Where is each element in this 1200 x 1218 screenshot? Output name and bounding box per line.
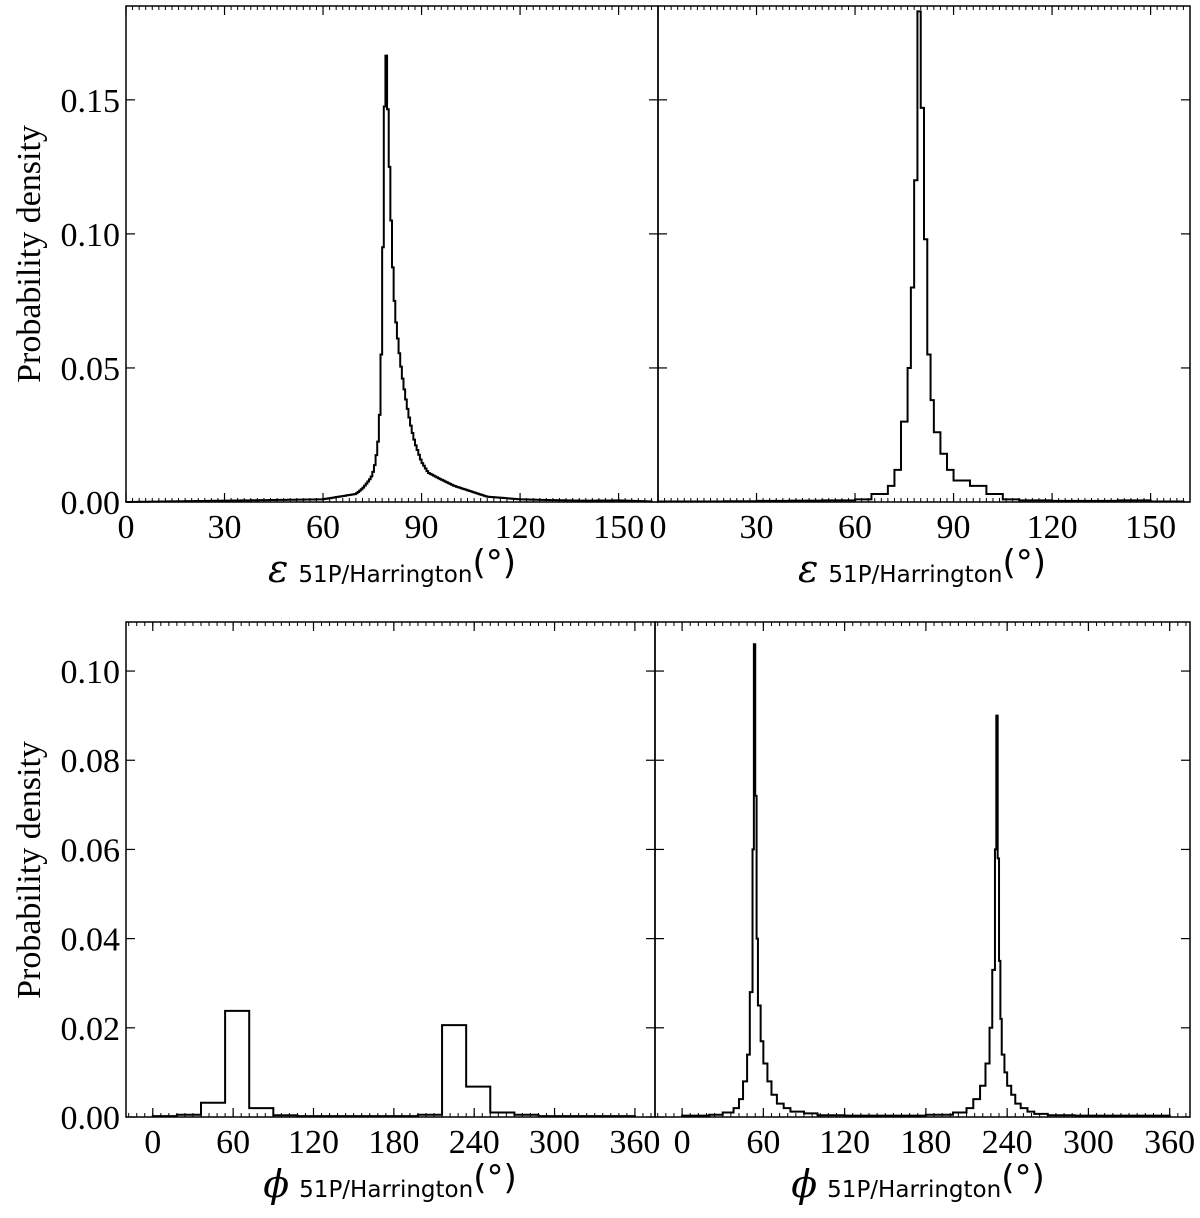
x-tick-label: 60 <box>746 1124 780 1161</box>
x-axis-label: ϕ 51P/Harrington(°) <box>263 1158 516 1206</box>
x-tick-label: 300 <box>529 1124 580 1161</box>
panel-bottom-left: 0 60 120 180 240 300 360 0.00 0.02 0.04 0.06 0.08 0.… <box>11 621 660 1206</box>
y-tick-label: 0.05 <box>61 351 121 388</box>
x-tick-label: 120 <box>1027 509 1078 546</box>
x-tick-label: 180 <box>368 1124 419 1161</box>
x-axis-symbol: ε <box>798 547 818 591</box>
x-axis-symbol: ϕ <box>791 1162 817 1206</box>
x-tick-label: 120 <box>819 1124 870 1161</box>
x-tick-label: 360 <box>1144 1124 1195 1161</box>
y-tick-label: 0.04 <box>61 922 121 959</box>
histogram-outline <box>681 643 1171 1117</box>
panel-top-left: 0 30 60 90 120 150 0.00 0.05 0.10 0.15 Probability… <box>11 5 659 591</box>
y-tick-label: 0.06 <box>61 832 121 869</box>
x-axis-symbol: ε <box>268 547 288 591</box>
x-tick-label: 150 <box>1125 509 1176 546</box>
axes-frame <box>657 5 1191 503</box>
y-tick-label: 0.10 <box>61 654 121 691</box>
x-axis-unit: (°) <box>473 1158 517 1198</box>
y-tick-label: 0.02 <box>61 1011 121 1048</box>
x-axis-label: ε 51P/Harrington(°) <box>268 543 516 591</box>
x-tick-label: 60 <box>838 509 872 546</box>
x-tick-label: 120 <box>288 1124 339 1161</box>
histogram-outline <box>125 54 653 503</box>
x-tick-label: 30 <box>208 509 242 546</box>
x-tick-label: 0 <box>118 509 135 546</box>
x-axis-unit: (°) <box>472 543 516 583</box>
x-tick-label: 240 <box>449 1124 500 1161</box>
x-axis-unit: (°) <box>1002 543 1046 583</box>
x-axis-subscript: 51P/Harrington <box>827 1177 1001 1203</box>
x-tick-label: 360 <box>609 1124 660 1161</box>
x-axis-subscript: 51P/Harrington <box>828 562 1002 588</box>
x-tick-label: 30 <box>740 509 774 546</box>
axes-frame <box>125 621 656 1118</box>
x-axis-label: ϕ 51P/Harrington(°) <box>791 1158 1044 1206</box>
x-tick-label: 120 <box>495 509 546 546</box>
x-tick-label: 150 <box>593 509 644 546</box>
x-axis-unit: (°) <box>1001 1158 1045 1198</box>
x-tick-label: 300 <box>1063 1124 1114 1161</box>
y-axis-label: Probability density <box>11 125 48 383</box>
x-axis-symbol: ϕ <box>263 1162 289 1206</box>
x-tick-label: 60 <box>216 1124 250 1161</box>
y-tick-label: 0.00 <box>61 1100 121 1137</box>
x-axis-subscript: 51P/Harrington <box>299 1177 473 1203</box>
x-tick-label: 90 <box>405 509 439 546</box>
histogram-outline <box>151 1009 636 1118</box>
y-tick-label: 0.00 <box>61 485 121 522</box>
x-tick-label: 180 <box>900 1124 951 1161</box>
x-tick-label: 0 <box>650 509 667 546</box>
y-tick-label: 0.08 <box>61 743 121 780</box>
x-axis-subscript: 51P/Harrington <box>298 562 472 588</box>
y-tick-label: 0.15 <box>61 83 121 120</box>
x-axis-label: ε 51P/Harrington(°) <box>798 543 1046 591</box>
y-tick-label: 0.10 <box>61 217 121 254</box>
y-axis-label: Probability density <box>11 741 48 999</box>
x-tick-label: 60 <box>306 509 340 546</box>
panel-top-right: 0 30 60 90 120 150 ε 51P/Harrington(°) <box>650 5 1191 591</box>
x-tick-label: 90 <box>937 509 971 546</box>
axes-frame <box>654 621 1191 1118</box>
x-tick-label: 0 <box>144 1124 161 1161</box>
histogram-outline <box>657 10 1185 503</box>
panel-bottom-right: 0 60 120 180 240 300 360 ϕ 51P/Harrington(°) <box>654 621 1195 1206</box>
x-tick-label: 240 <box>982 1124 1033 1161</box>
x-tick-label: 0 <box>674 1124 691 1161</box>
